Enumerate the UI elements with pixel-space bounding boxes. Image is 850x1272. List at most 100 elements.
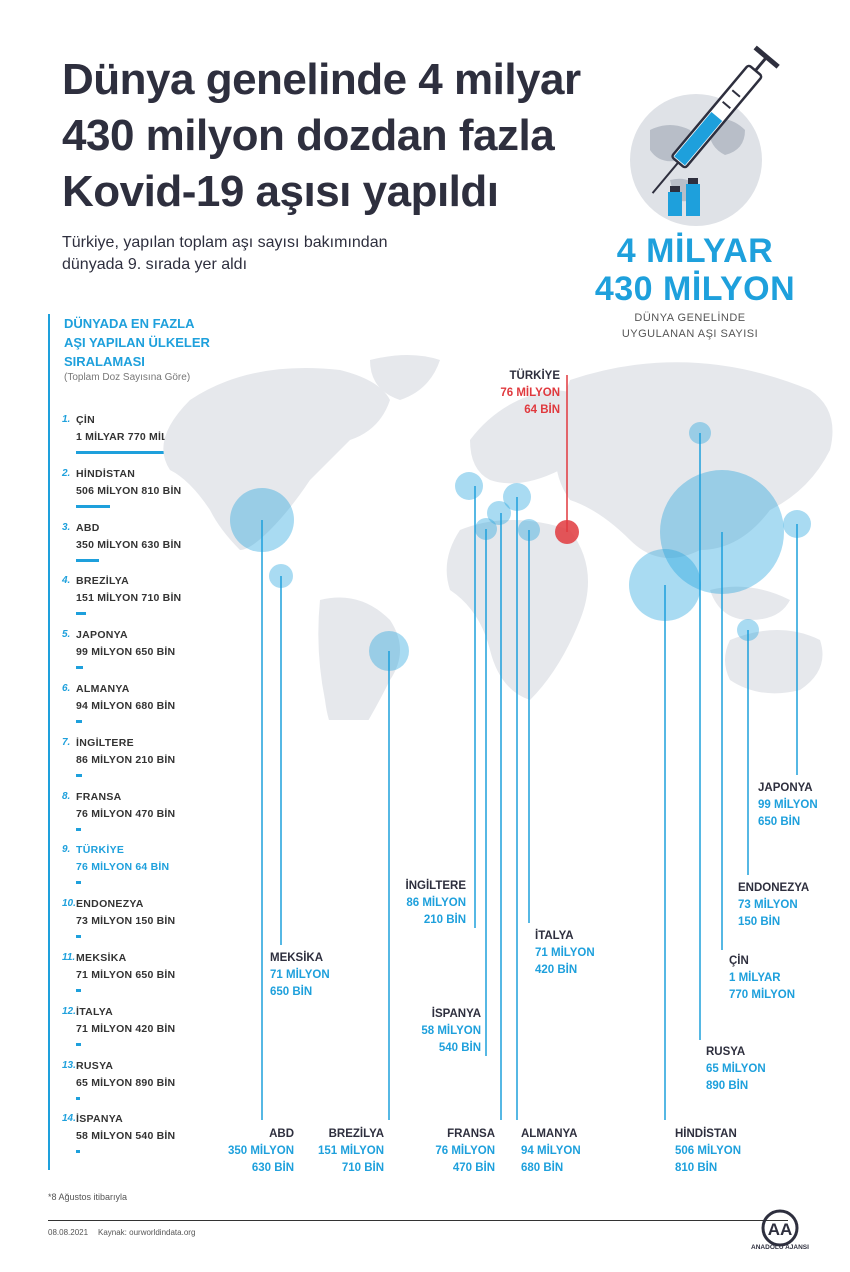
ranking-subtitle: (Toplam Doz Sayısına Göre) (64, 372, 191, 383)
rank-country: ENDONEZYA (76, 898, 144, 911)
rank-number: 2. (62, 467, 71, 479)
bubble-meksika (269, 564, 293, 588)
bubble-italya (518, 519, 540, 541)
bubble-ingiltere (455, 472, 483, 500)
ranking-row: 4. BREZİLYA 151 MİLYON 710 BİN (62, 575, 202, 623)
ranking-row: 12. İTALYA 71 MİLYON 420 BİN (62, 1006, 202, 1054)
rank-bar (76, 773, 82, 777)
rank-number: 1. (62, 414, 71, 425)
rank-bar (76, 989, 81, 992)
rank-value: 76 MİLYON 64 BİN (76, 861, 170, 874)
rank-number: 3. (62, 521, 71, 533)
rank-bar (76, 451, 194, 454)
world-total: 4 MİLYAR 430 MİLYON (594, 232, 796, 308)
rank-bar (76, 666, 83, 670)
rank-country: ALMANYA (76, 683, 130, 695)
sidebar-divider (48, 314, 50, 1170)
rank-country: JAPONYA (76, 629, 128, 642)
footer-divider (48, 1220, 788, 1221)
label-ingiltere: İNGİLTERE 86 MİLYON 210 BİN (405, 880, 466, 926)
ranking-header: DÜNYADA EN FAZLA AŞI YAPILAN ÜLKELER SIR… (64, 316, 210, 369)
rank-bar (76, 1042, 81, 1046)
rank-country: İNGİLTERE (76, 736, 134, 749)
south-america (318, 597, 400, 720)
svg-text:AA: AA (768, 1220, 793, 1239)
bubble-abd (230, 488, 294, 552)
rank-country: İSPANYA (76, 1113, 124, 1126)
north-america (163, 368, 390, 550)
bubble-brezilya (369, 631, 409, 671)
ranking-row: 11. MEKSİKA 71 MİLYON 650 BİN (62, 952, 202, 1000)
rank-country: BREZİLYA (76, 575, 129, 588)
world-total-caption: DÜNYA GENELİNDE UYGULANAN AŞI SAYISI (621, 312, 759, 340)
ranking-row: 7. İNGİLTERE 86 MİLYON 210 BİN (62, 737, 202, 785)
ranking-row: 13. RUSYA 65 MİLYON 890 BİN (62, 1060, 202, 1108)
rank-bar (76, 881, 82, 885)
rank-value: 71 MİLYON 420 BİN (76, 1022, 176, 1035)
label-italya: İTALYA 71 MİLYON 420 BİN (535, 930, 595, 976)
rank-country: FRANSA (76, 790, 122, 803)
rank-country: TÜRKİYE (76, 844, 125, 857)
rank-country: HİNDİSTAN (76, 467, 136, 480)
label-brezilya: BREZİLYA 151 MİLYON 710 BİN (317, 1128, 384, 1174)
label-cin: ÇİN 1 MİLYAR 770 MİLYON (729, 955, 796, 1001)
rank-number: 9. (62, 844, 71, 856)
australia (725, 630, 823, 694)
rank-number: 5. (62, 629, 71, 641)
rank-bar (76, 612, 87, 616)
label-turkiye: TÜRKİYE 76 MİLYON 64 BİN (500, 370, 560, 416)
bubble-japonya (783, 510, 811, 538)
ranking-row: 10. ENDONEZYA 73 MİLYON 150 BİN (62, 898, 202, 946)
footer-date: 08.08.2021 (48, 1228, 89, 1237)
rank-number: 13. (62, 1059, 76, 1071)
rank-value: 65 MİLYON 890 BİN (76, 1076, 176, 1089)
label-rusya: RUSYA 65 MİLYON 890 BİN (706, 1046, 766, 1092)
rank-number: 10. (62, 898, 76, 910)
rank-number: 14. (62, 1113, 76, 1125)
rank-bar (76, 935, 81, 939)
agency-name: ANADOLU AJANSI (751, 1244, 809, 1251)
ranking-row: 9. TÜRKİYE 76 MİLYON 64 BİN (62, 844, 202, 892)
rank-bar (76, 720, 83, 723)
page-title: Dünya genelinde 4 milyar 430 milyon dozd… (62, 55, 581, 216)
ranking-row: 3. ABD 350 MİLYON 630 BİN (62, 522, 202, 570)
footnote: *8 Ağustos itibarıyla (48, 1192, 128, 1202)
syringe-icon (651, 45, 780, 194)
rank-value: 58 MİLYON 540 BİN (76, 1130, 176, 1143)
bubble-fransa (487, 501, 511, 525)
label-japonya: JAPONYA 99 MİLYON 650 BİN (758, 782, 818, 828)
rank-number: 7. (62, 736, 71, 748)
southeast-asia (710, 586, 790, 620)
rank-bar (76, 1150, 80, 1154)
ranking-row: 6. ALMANYA 94 MİLYON 680 BİN (62, 683, 202, 731)
rank-value: 94 MİLYON 680 BİN (76, 700, 176, 712)
vial-icon (668, 178, 700, 216)
bubble-ispanya (475, 518, 497, 540)
rank-value: 73 MİLYON 150 BİN (76, 915, 176, 928)
rank-bar (76, 558, 100, 562)
bubble-turkiye (555, 520, 579, 544)
globe-syringe-illustration (630, 45, 780, 226)
rank-value: 71 MİLYON 650 BİN (76, 969, 176, 981)
label-fransa: FRANSA 76 MİLYON 470 BİN (435, 1128, 495, 1174)
rank-country: MEKSİKA (76, 952, 127, 964)
rank-number: 6. (62, 683, 71, 694)
rank-number: 12. (62, 1005, 76, 1017)
ranking-row: 2. HİNDİSTAN 506 MİLYON 810 BİN (62, 468, 202, 516)
bubble-endonezya (737, 619, 759, 641)
rank-value: 86 MİLYON 210 BİN (76, 753, 176, 766)
rank-country: İTALYA (76, 1005, 114, 1018)
subtitle: Türkiye, yapılan toplam aşı sayısı bakım… (62, 234, 388, 273)
label-ispanya: İSPANYA 58 MİLYON 540 BİN (421, 1008, 481, 1054)
label-meksika: MEKSİKA 71 MİLYON 650 BİN (270, 952, 330, 998)
rank-value: 99 MİLYON 650 BİN (76, 646, 176, 659)
label-endonezya: ENDONEZYA 73 MİLYON 150 BİN (738, 882, 810, 928)
ranking-row: 14. İSPANYA 58 MİLYON 540 BİN (62, 1113, 202, 1161)
rank-number: 4. (62, 575, 71, 587)
rank-value: 151 MİLYON 710 BİN (76, 592, 182, 605)
anadolu-logo-icon: AA (761, 1209, 799, 1247)
bubble-rusya (689, 422, 711, 444)
label-hindistan: HİNDİSTAN 506 MİLYON 810 BİN (675, 1128, 742, 1174)
rank-country: RUSYA (76, 1059, 114, 1072)
